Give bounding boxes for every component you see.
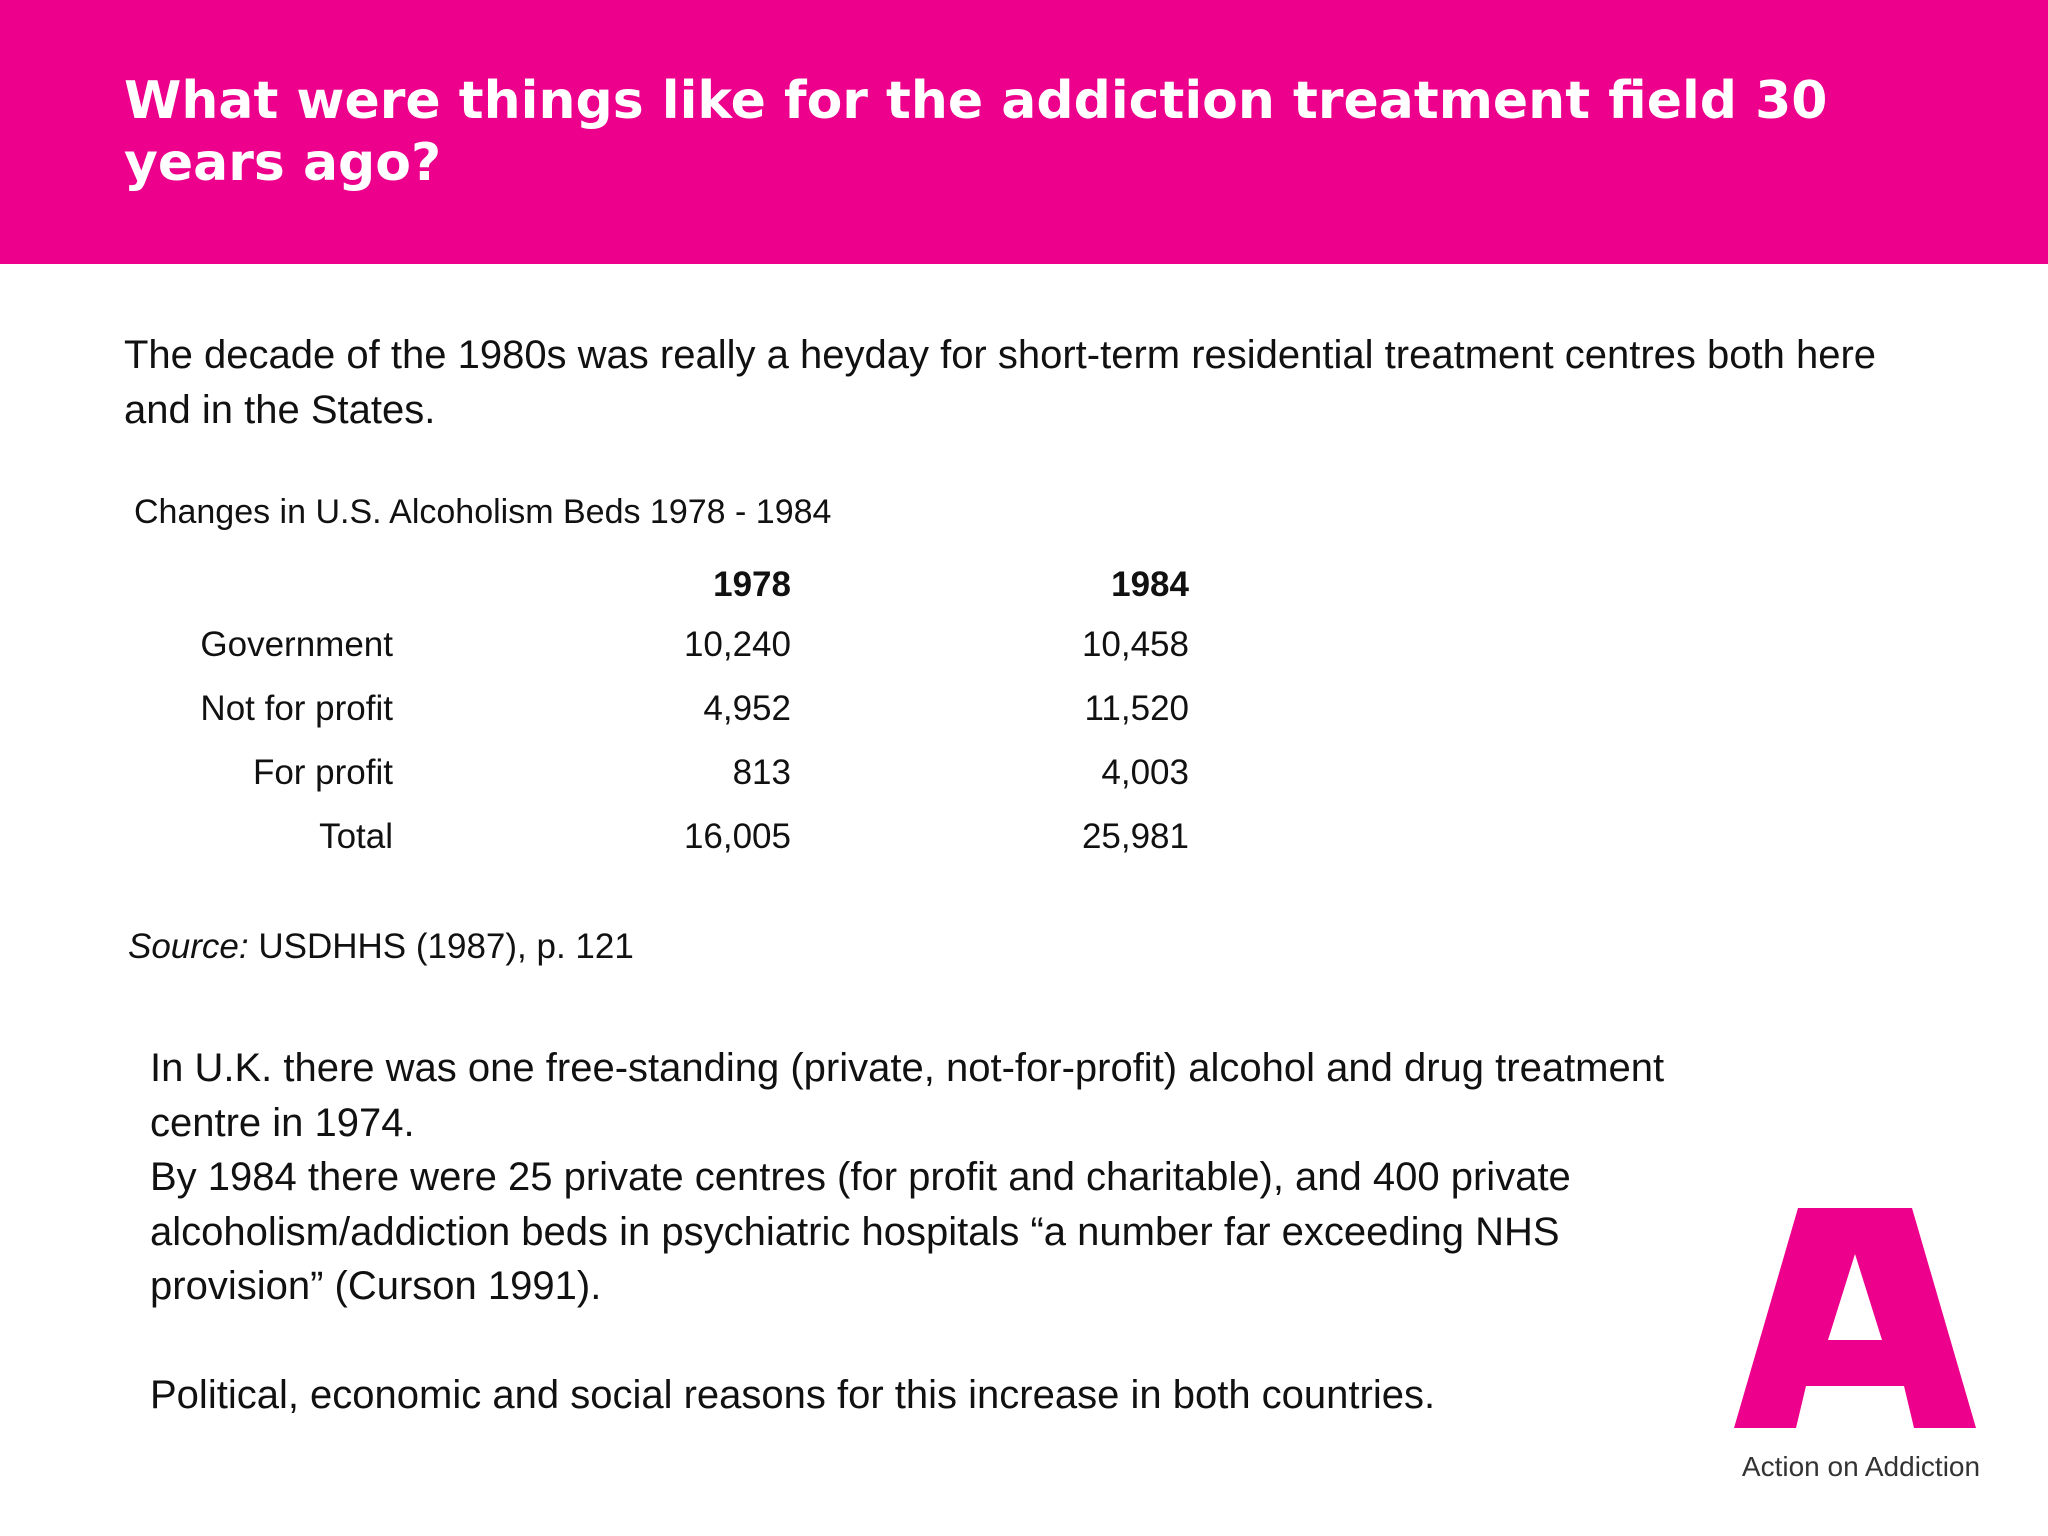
- cell-1978: 10,240: [683, 625, 791, 664]
- cell-1984: 11,520: [1084, 689, 1189, 728]
- row-label: For profit: [252, 753, 393, 792]
- column-header-1984: 1984: [1111, 565, 1189, 604]
- table-caption: Changes in U.S. Alcoholism Beds 1978 - 1…: [134, 493, 832, 531]
- cell-1984: 10,458: [1081, 625, 1189, 664]
- cell-1978: 813: [732, 753, 791, 792]
- source-text: USDHHS (1987), p. 121: [248, 927, 634, 966]
- cell-1978: 4,952: [703, 689, 791, 728]
- reasons-paragraph: Political, economic and social reasons f…: [150, 1372, 1436, 1417]
- logo-text: Action on Addiction: [1741, 1451, 1981, 1482]
- slide-title: What were things like for the addiction …: [124, 71, 1828, 193]
- cell-1984: 25,981: [1081, 817, 1189, 856]
- uk-paragraph: In U.K. there was one free-standing (pri…: [150, 1046, 1665, 1145]
- growth-paragraph: By 1984 there were 25 private centres (f…: [150, 1155, 1571, 1308]
- body-text: In U.K. there was one free-standing (pri…: [150, 1041, 1710, 1422]
- title-banner: What were things like for the addiction …: [0, 0, 2048, 264]
- source-label: Source:: [128, 927, 249, 966]
- row-label: Total: [319, 817, 393, 856]
- cell-1978: 16,005: [683, 817, 791, 856]
- source-citation: Source: USDHHS (1987), p. 121: [128, 924, 634, 970]
- column-header-1978: 1978: [713, 565, 791, 604]
- row-label: Not for profit: [200, 689, 393, 728]
- row-label: Government: [200, 625, 393, 664]
- logo-a-icon: [1734, 1208, 1976, 1428]
- logo-a-shape: [1734, 1208, 1976, 1428]
- intro-paragraph: The decade of the 1980s was really a hey…: [124, 333, 1877, 432]
- cell-1984: 4,003: [1101, 753, 1189, 792]
